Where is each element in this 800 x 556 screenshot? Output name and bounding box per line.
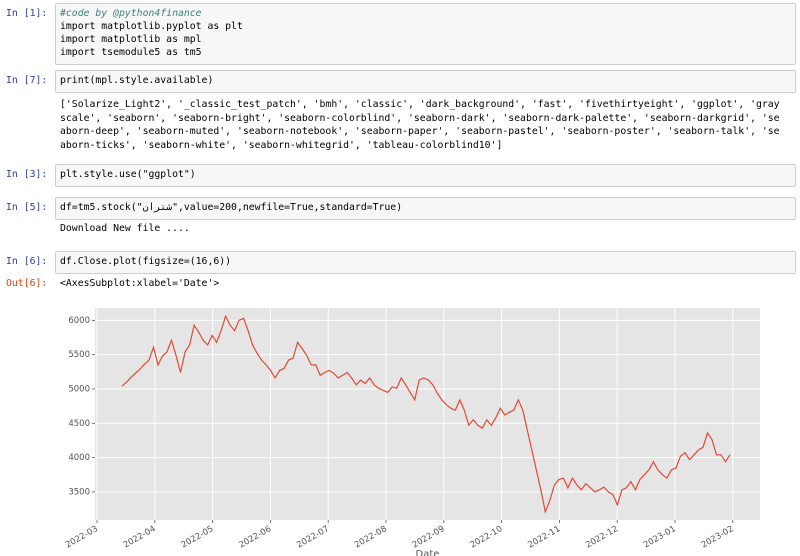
y-tick-label: 6000 xyxy=(68,316,90,326)
x-tick-label: 2022-10 xyxy=(469,524,505,550)
code-line: import tsemodule5 as tm5 xyxy=(60,47,202,58)
input-prompt: In [6]: xyxy=(6,256,48,267)
x-tick-label: 2022-05 xyxy=(180,524,216,550)
output-prompt: Out[6]: xyxy=(6,278,48,289)
code-line: df.Close.plot(figsize=(16,6)) xyxy=(60,256,232,267)
code-line: print(mpl.style.available) xyxy=(60,75,214,86)
chart: 3500 4000 4500 5000 5500 6000 2022-03 2022-04 20… xyxy=(64,308,760,556)
x-tick-label: 2022-04 xyxy=(122,524,158,550)
x-tick-label: 2023-01 xyxy=(642,524,678,550)
output-line: aborn-ticks', 'seaborn-white', 'seaborn-… xyxy=(60,139,503,151)
input-prompt: In [3]: xyxy=(6,169,48,180)
code-cell xyxy=(55,251,796,274)
x-axis-label: Date xyxy=(416,549,440,556)
y-tick-label: 5500 xyxy=(68,350,90,360)
y-tick-label: 4000 xyxy=(68,453,90,463)
output-line: <AxesSubplot:xlabel='Date'> xyxy=(60,278,220,289)
code-line: import matplotlib.pyplot as plt xyxy=(60,21,243,32)
x-tick-label: 2023-02 xyxy=(700,524,736,550)
x-tick-label: 2022-06 xyxy=(237,524,273,550)
price-line xyxy=(121,314,731,514)
plot-area xyxy=(95,308,760,520)
x-tick-label: 2022-03 xyxy=(64,524,100,550)
code-cell xyxy=(55,3,796,65)
x-tick-label: 2022-12 xyxy=(584,524,620,550)
output-line: aborn-deep', 'seaborn-muted', 'seaborn-n… xyxy=(60,126,780,137)
code-cell xyxy=(55,164,796,187)
y-tick-label: 5000 xyxy=(68,384,90,394)
code-line: import matplotlib as mpl xyxy=(60,34,202,45)
x-tick-label: 2022-07 xyxy=(295,524,331,550)
input-prompt: In [7]: xyxy=(6,75,48,86)
code-line: plt.style.use("ggplot") xyxy=(60,169,196,180)
code-cell xyxy=(55,70,796,93)
x-tick-label: 2022-09 xyxy=(411,524,447,550)
x-tick-label: 2022-11 xyxy=(526,524,562,550)
y-tick-label: 4500 xyxy=(68,419,90,429)
code-line: df=tm5.stock("شتران",value=200,newfile=T… xyxy=(60,202,403,213)
code-cell xyxy=(55,197,796,220)
x-tick-label: 2022-08 xyxy=(353,524,389,550)
output-line: Download New file .... xyxy=(60,223,190,234)
input-prompt: In [1]: xyxy=(6,8,48,19)
input-prompt: In [5]: xyxy=(6,202,48,213)
code-line: #code by @python4finance xyxy=(60,8,202,19)
output-line: ['Solarize_Light2', '_classic_test_patch… xyxy=(60,99,780,110)
output-line: scale', 'seaborn', 'seaborn-bright', 'se… xyxy=(60,112,780,124)
y-tick-label: 3500 xyxy=(68,487,90,497)
